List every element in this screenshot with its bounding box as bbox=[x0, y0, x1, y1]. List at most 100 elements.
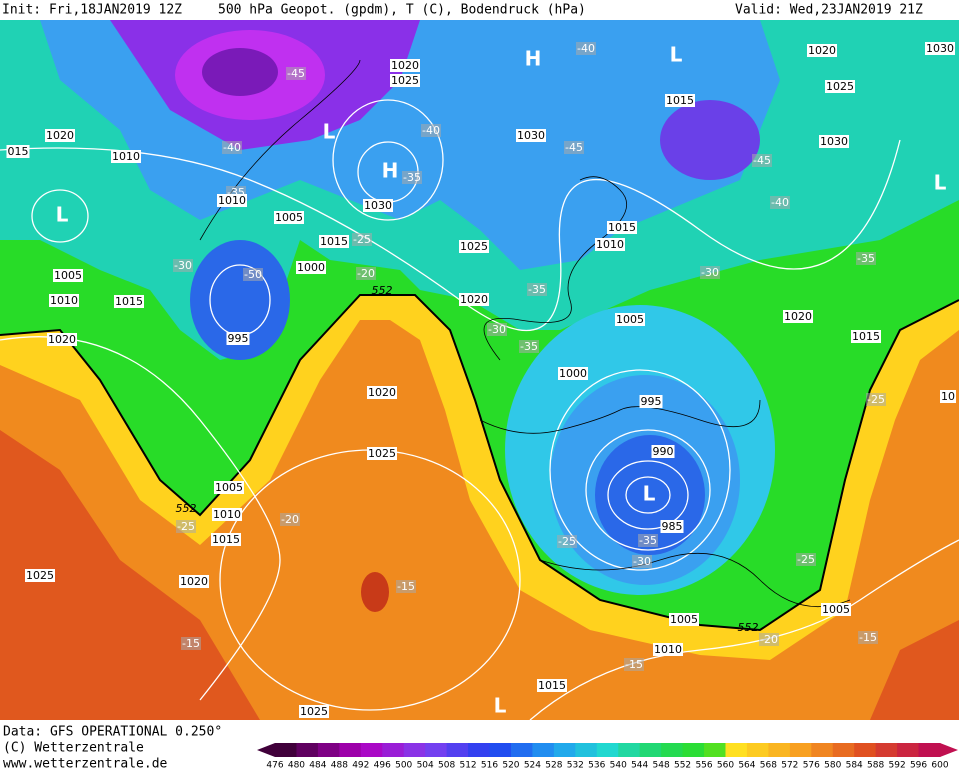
isobar-label: 1005 bbox=[670, 613, 698, 626]
isobar-label-box bbox=[25, 569, 55, 582]
colorbar: 476 480 484 488 492 496 500 504 508 512 516 520 524 5… bbox=[257, 743, 958, 770]
temperature-label: -15 bbox=[859, 631, 877, 644]
colorbar-label: 488 bbox=[331, 761, 348, 770]
pressure-center: L bbox=[56, 203, 69, 227]
temperature-label-box bbox=[576, 42, 596, 55]
colorbar-label: 516 bbox=[481, 761, 498, 770]
temperature-label-box bbox=[286, 67, 306, 80]
isobar bbox=[625, 476, 671, 514]
isobar bbox=[549, 369, 731, 571]
isobar-label-box bbox=[299, 705, 329, 718]
colorbar-label: 524 bbox=[524, 761, 541, 770]
temperature-label: -35 bbox=[857, 252, 875, 265]
temperature-label: -35 bbox=[520, 340, 538, 353]
colorbar-segment bbox=[403, 743, 426, 757]
field-purple bbox=[660, 100, 760, 180]
temperature-label-box bbox=[280, 513, 300, 526]
temperature-label-box bbox=[181, 637, 201, 650]
isobar-label: 1015 bbox=[212, 533, 240, 546]
isobar-label: 1000 bbox=[559, 367, 587, 380]
pressure-center: L bbox=[934, 171, 947, 195]
isobar bbox=[585, 429, 711, 551]
pressure-center: L bbox=[643, 482, 656, 506]
isobar-label: 1025 bbox=[391, 74, 419, 87]
temperature-label: -50 bbox=[244, 268, 262, 281]
init-time: Init: Fri,18JAN2019 12Z bbox=[2, 3, 182, 18]
colorbar-label: 568 bbox=[760, 761, 777, 770]
colorbar-segment bbox=[682, 743, 705, 757]
colorbar-label: 536 bbox=[588, 761, 605, 770]
isobar-label-box bbox=[6, 145, 30, 158]
colorbar-label: 576 bbox=[803, 761, 820, 770]
isobar-label-box bbox=[615, 313, 645, 326]
isobar-label: 1020 bbox=[784, 310, 812, 323]
isobar-label-box bbox=[516, 129, 546, 142]
isobar-label: 1010 bbox=[654, 643, 682, 656]
temperature-label: -45 bbox=[565, 141, 583, 154]
contour-552 bbox=[0, 294, 959, 632]
colorbar-label: 552 bbox=[674, 761, 691, 770]
map-title: 500 hPa Geopot. (gpdm), T (C), Bodendruc… bbox=[218, 3, 586, 18]
temperature-label-box bbox=[396, 580, 416, 593]
colorbar-segment bbox=[768, 743, 791, 757]
isobar-label-box bbox=[217, 194, 247, 207]
isobar-label-box bbox=[45, 129, 75, 142]
colorbar-label: 560 bbox=[717, 761, 734, 770]
temperature-label: -30 bbox=[701, 266, 719, 279]
copyright: (C) Wetterzentrale bbox=[3, 741, 144, 756]
field-red bbox=[870, 620, 959, 720]
colorbar-segment bbox=[553, 743, 576, 757]
temperature-label-box bbox=[519, 340, 539, 353]
temperature-label-box bbox=[222, 141, 242, 154]
temperature-label-box bbox=[796, 553, 816, 566]
colorbar-label: 564 bbox=[738, 761, 755, 770]
isobar-label: 1025 bbox=[826, 80, 854, 93]
colorbar-segment bbox=[897, 743, 920, 757]
colorbar-segment bbox=[789, 743, 812, 757]
temperature-label: -15 bbox=[625, 658, 643, 671]
isobar-label: 10 bbox=[941, 390, 955, 403]
temperature-label: -15 bbox=[397, 580, 415, 593]
isobar-label: 1010 bbox=[213, 508, 241, 521]
colorbar-label: 484 bbox=[309, 761, 326, 770]
temperature-label: -35 bbox=[639, 534, 657, 547]
isobar bbox=[0, 139, 901, 332]
temperature-label-box bbox=[356, 267, 376, 280]
temperature-label: -20 bbox=[357, 267, 375, 280]
isobar-label-box bbox=[390, 74, 420, 87]
colorbar-segment bbox=[425, 743, 448, 757]
isobar-label: 1005 bbox=[822, 603, 850, 616]
isobar-label-box bbox=[807, 44, 837, 57]
pressure-center: H bbox=[525, 47, 542, 71]
isobar-label: 1030 bbox=[517, 129, 545, 142]
field-blue bbox=[190, 240, 290, 360]
temperature-label: -20 bbox=[281, 513, 299, 526]
isobar-label-box bbox=[53, 269, 83, 282]
isobars bbox=[0, 99, 959, 721]
data-source: Data: GFS OPERATIONAL 0.250° bbox=[3, 725, 222, 740]
colorbar-arrow bbox=[940, 743, 958, 757]
colorbar-label: 596 bbox=[910, 761, 927, 770]
field-darkred bbox=[361, 572, 389, 612]
temperature-label: -20 bbox=[760, 633, 778, 646]
isobar-label: 1025 bbox=[368, 447, 396, 460]
isobar-label: 1010 bbox=[50, 294, 78, 307]
isobar-label: 995 bbox=[228, 332, 249, 345]
temperature-label-box bbox=[173, 259, 193, 272]
colorbar-segment bbox=[446, 743, 469, 757]
colorbar-segment bbox=[510, 743, 533, 757]
isobar-label-box bbox=[367, 447, 397, 460]
isobar-label: 015 bbox=[8, 145, 29, 158]
colorbar-label: 584 bbox=[846, 761, 863, 770]
contour-label: 552 bbox=[738, 621, 759, 634]
isobar-label-box bbox=[783, 310, 813, 323]
coastline bbox=[479, 399, 761, 434]
colorbar-label: 592 bbox=[889, 761, 906, 770]
colorbar-label: 528 bbox=[545, 761, 562, 770]
isobar-label-box bbox=[639, 395, 663, 408]
colorbar-segment bbox=[618, 743, 641, 757]
isobar-label-box bbox=[607, 221, 637, 234]
colorbar-segment bbox=[339, 743, 362, 757]
isobar-label-box bbox=[49, 294, 79, 307]
colorbar-label: 540 bbox=[610, 761, 627, 770]
